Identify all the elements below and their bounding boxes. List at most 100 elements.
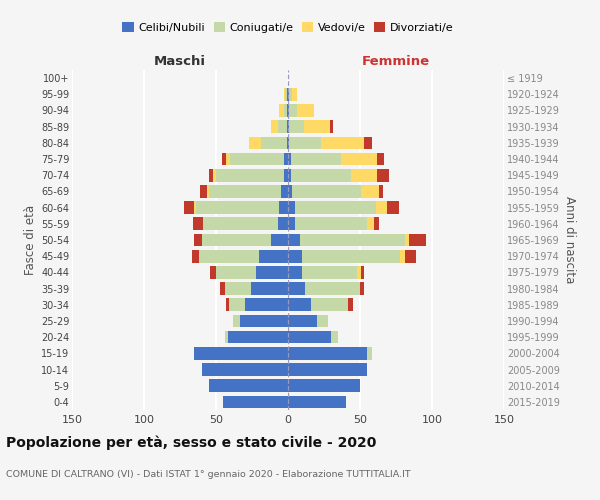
Bar [299, 234, 404, 246]
Bar [287, 104, 288, 117]
Bar [321, 136, 364, 149]
Bar [289, 136, 321, 149]
Bar [361, 185, 379, 198]
Bar [376, 202, 388, 214]
Bar [227, 331, 288, 344]
Bar [223, 396, 288, 408]
Bar [280, 104, 284, 117]
Bar [284, 88, 285, 101]
Bar [209, 185, 281, 198]
Bar [288, 266, 302, 278]
Bar [377, 169, 389, 181]
Bar [271, 120, 278, 133]
Bar [288, 152, 291, 166]
Bar [317, 314, 328, 328]
Bar [193, 218, 203, 230]
Bar [284, 152, 288, 166]
Bar [278, 120, 287, 133]
Bar [287, 120, 288, 133]
Bar [224, 282, 251, 295]
Bar [404, 250, 416, 262]
Bar [278, 218, 288, 230]
Bar [331, 331, 338, 344]
Bar [191, 250, 199, 262]
Bar [230, 152, 284, 166]
Bar [367, 218, 374, 230]
Bar [194, 202, 196, 214]
Bar [199, 250, 259, 262]
Bar [295, 202, 376, 214]
Bar [311, 298, 349, 311]
Bar [289, 88, 292, 101]
Bar [352, 169, 377, 181]
Bar [349, 298, 353, 311]
Bar [229, 298, 245, 311]
Text: Maschi: Maschi [154, 54, 206, 68]
Bar [194, 234, 202, 246]
Bar [288, 347, 367, 360]
Y-axis label: Fasce di età: Fasce di età [23, 205, 37, 275]
Bar [194, 347, 288, 360]
Bar [357, 266, 361, 278]
Bar [404, 234, 409, 246]
Bar [202, 234, 271, 246]
Bar [288, 136, 289, 149]
Bar [245, 298, 288, 311]
Bar [226, 298, 229, 311]
Bar [288, 104, 289, 117]
Bar [288, 120, 289, 133]
Bar [259, 250, 288, 262]
Bar [302, 266, 357, 278]
Bar [216, 169, 284, 181]
Bar [289, 120, 304, 133]
Bar [184, 202, 194, 214]
Bar [213, 169, 216, 181]
Bar [292, 185, 361, 198]
Bar [256, 266, 288, 278]
Bar [364, 136, 371, 149]
Bar [287, 88, 288, 101]
Bar [302, 250, 400, 262]
Legend: Celibi/Nubili, Coniugati/e, Vedovi/e, Divorziati/e: Celibi/Nubili, Coniugati/e, Vedovi/e, Di… [118, 18, 458, 37]
Bar [233, 314, 241, 328]
Bar [209, 169, 213, 181]
Bar [360, 282, 364, 295]
Bar [208, 185, 209, 198]
Bar [288, 363, 367, 376]
Bar [285, 88, 287, 101]
Bar [284, 104, 287, 117]
Bar [291, 152, 341, 166]
Bar [287, 136, 288, 149]
Bar [224, 331, 227, 344]
Bar [304, 120, 330, 133]
Bar [288, 396, 346, 408]
Bar [288, 185, 292, 198]
Bar [288, 314, 317, 328]
Bar [271, 234, 288, 246]
Bar [288, 88, 289, 101]
Bar [241, 314, 288, 328]
Bar [288, 380, 360, 392]
Bar [288, 234, 299, 246]
Bar [388, 202, 399, 214]
Bar [251, 282, 288, 295]
Bar [249, 136, 260, 149]
Bar [361, 266, 364, 278]
Bar [288, 282, 305, 295]
Bar [226, 152, 230, 166]
Bar [210, 266, 216, 278]
Bar [296, 104, 314, 117]
Bar [295, 218, 367, 230]
Bar [305, 282, 360, 295]
Bar [374, 218, 379, 230]
Bar [216, 266, 256, 278]
Bar [284, 169, 288, 181]
Bar [288, 250, 302, 262]
Bar [203, 218, 278, 230]
Text: Popolazione per età, sesso e stato civile - 2020: Popolazione per età, sesso e stato civil… [6, 435, 376, 450]
Bar [292, 88, 296, 101]
Bar [280, 202, 288, 214]
Bar [291, 169, 352, 181]
Bar [196, 202, 280, 214]
Y-axis label: Anni di nascita: Anni di nascita [563, 196, 577, 284]
